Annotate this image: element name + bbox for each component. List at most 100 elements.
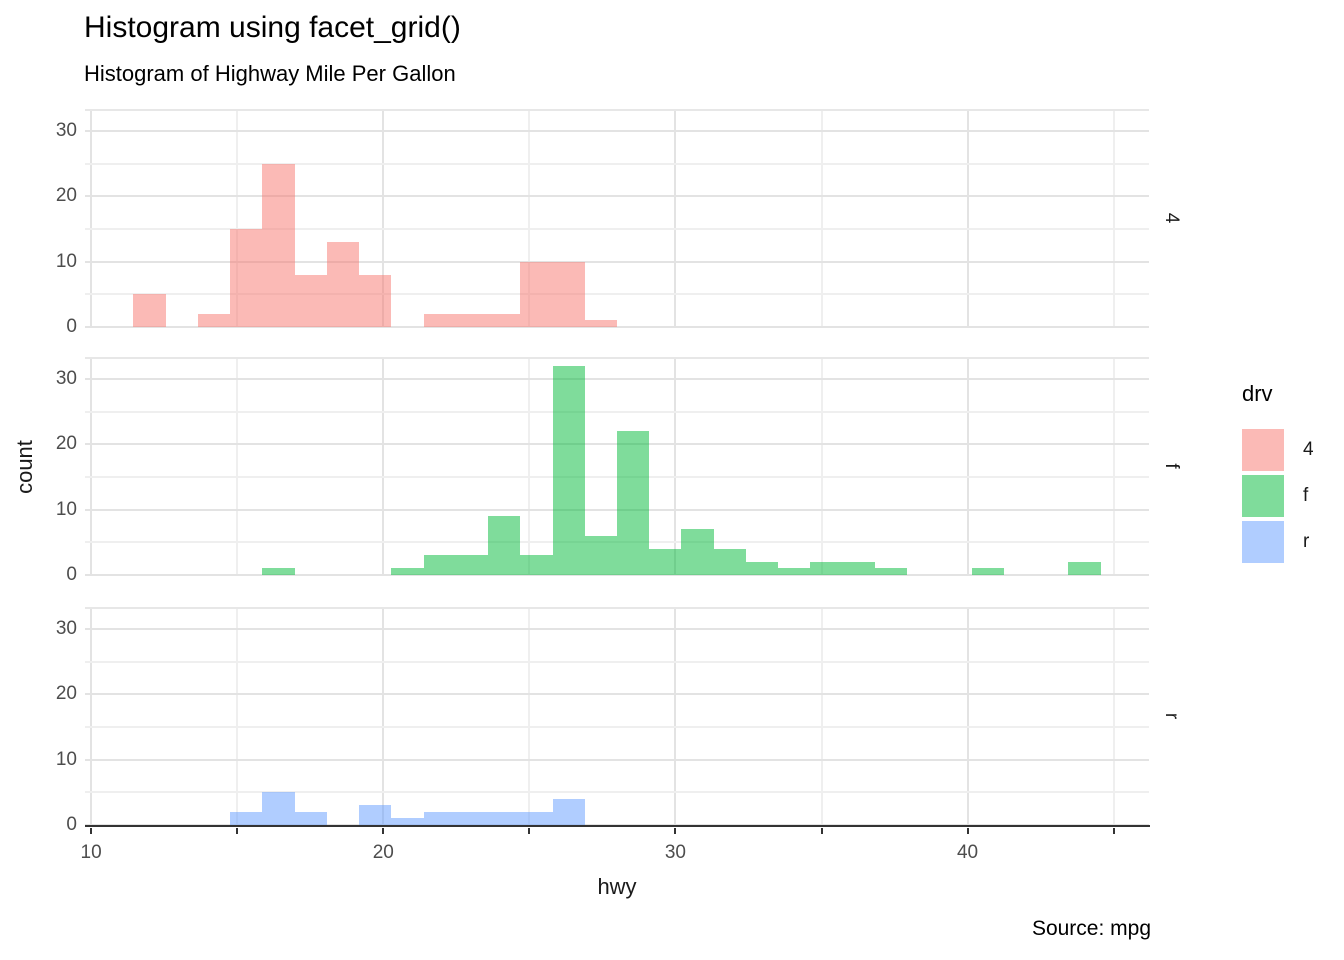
- gridline-x-major: [90, 109, 93, 327]
- gridline-x-major: [382, 109, 385, 327]
- x-tick: [1112, 827, 1115, 834]
- histogram-bar: [197, 313, 231, 327]
- gridline-x-minor: [820, 109, 823, 327]
- gridline-x-major: [90, 357, 93, 575]
- x-tick: [674, 827, 677, 834]
- gridline-y-minor: [85, 162, 1149, 165]
- gridline-x-minor: [528, 109, 531, 327]
- histogram-bar: [262, 568, 295, 575]
- y-tick-label: 20: [55, 185, 77, 207]
- gridline-x-major: [90, 607, 93, 825]
- legend-entry-4: 4: [1242, 429, 1314, 471]
- y-axis-title: count: [12, 440, 37, 494]
- panel-top-border: [85, 607, 1149, 609]
- gridline-x-minor: [528, 357, 531, 575]
- legend-swatch-4: [1242, 429, 1284, 471]
- gridline-x-minor: [820, 607, 823, 825]
- gridline-y-major: [85, 574, 1149, 576]
- gridline-y-major: [85, 260, 1149, 263]
- y-tick-label: 10: [55, 748, 77, 770]
- gridline-x-major: [382, 357, 385, 575]
- x-tick: [820, 827, 823, 834]
- histogram-bar: [552, 798, 585, 825]
- x-tick-label: 20: [372, 842, 394, 863]
- histogram-bar: [294, 811, 327, 825]
- y-tick-label: 0: [66, 814, 77, 835]
- gridline-x-major: [966, 607, 969, 825]
- histogram-bar: [552, 261, 585, 327]
- x-axis-line: [85, 825, 1150, 827]
- gridline-x-major: [382, 607, 385, 825]
- histogram-bar: [713, 548, 746, 575]
- gridline-y-minor: [85, 410, 1149, 413]
- facet-panel-4: [85, 109, 1149, 328]
- gridline-x-minor: [236, 607, 239, 825]
- histogram-bar: [584, 320, 617, 327]
- histogram-bar: [810, 561, 843, 575]
- histogram-bar: [681, 529, 714, 575]
- histogram-bar: [423, 313, 456, 327]
- gridline-x-major: [966, 357, 969, 575]
- histogram-bar: [971, 568, 1004, 575]
- x-tick: [966, 827, 969, 834]
- y-tick-label: 10: [55, 250, 77, 272]
- plot-subtitle: Histogram of Highway Mile Per Gallon: [84, 61, 456, 86]
- histogram-bar: [326, 242, 360, 327]
- legend-label-f: f: [1303, 485, 1309, 506]
- histogram-bar: [584, 535, 617, 575]
- histogram-bar: [649, 548, 682, 575]
- gridline-y-major: [85, 130, 1149, 132]
- histogram-bar: [1068, 561, 1101, 575]
- histogram-bar: [359, 805, 392, 825]
- gridline-x-major: [966, 109, 969, 327]
- histogram-bar: [520, 261, 553, 327]
- x-tick-label: 30: [664, 842, 686, 863]
- legend-label-r: r: [1303, 531, 1310, 552]
- x-tick-label: 10: [80, 842, 102, 863]
- legend-entry-r: r: [1242, 521, 1314, 563]
- gridline-x-minor: [1112, 357, 1115, 575]
- gridline-y-major: [85, 378, 1149, 380]
- histogram-bar: [874, 568, 908, 575]
- y-tick-label: 10: [55, 498, 77, 520]
- gridline-y-minor: [85, 660, 1149, 663]
- histogram-bar: [455, 555, 489, 575]
- gridline-y-minor: [85, 293, 1149, 296]
- gridline-y-major: [85, 628, 1149, 630]
- histogram-bar: [488, 516, 521, 575]
- legend: drv 4 f r: [1242, 381, 1314, 567]
- gridline-y-minor: [85, 791, 1149, 794]
- gridline-x-major: [674, 357, 677, 575]
- gridline-y-major: [85, 758, 1149, 761]
- histogram-bar: [617, 431, 650, 575]
- gridline-y-minor: [85, 228, 1149, 230]
- gridline-y-minor: [85, 726, 1149, 728]
- histogram-bar: [391, 568, 424, 575]
- x-tick-label: 40: [956, 842, 979, 863]
- y-tick-label: 20: [55, 433, 77, 455]
- legend-swatch-f: [1242, 475, 1284, 517]
- y-tick-label: 0: [66, 564, 77, 585]
- histogram-bar: [520, 555, 553, 575]
- histogram-bar: [423, 555, 456, 575]
- histogram-bar: [391, 818, 424, 825]
- facet-panel-f: [85, 357, 1149, 576]
- gridline-y-major: [85, 693, 1149, 696]
- histogram-bar: [842, 561, 875, 575]
- histogram-bar: [262, 163, 295, 327]
- panel-top-border: [85, 109, 1149, 111]
- gridline-x-minor: [528, 607, 531, 825]
- y-tick-label: 30: [55, 618, 77, 639]
- legend-title: drv: [1242, 381, 1273, 406]
- x-tick: [382, 827, 385, 834]
- plot-caption: Source: mpg: [1031, 917, 1151, 940]
- panel-top-border: [85, 357, 1149, 359]
- gridline-x-minor: [236, 357, 239, 575]
- plot-title: Histogram using facet_grid(): [84, 11, 461, 44]
- histogram-bar: [488, 811, 521, 825]
- gridline-x-minor: [1112, 607, 1115, 825]
- facet-strip-label-f: f: [1161, 463, 1182, 469]
- gridline-y-major: [85, 195, 1149, 198]
- histogram-bar: [230, 811, 263, 825]
